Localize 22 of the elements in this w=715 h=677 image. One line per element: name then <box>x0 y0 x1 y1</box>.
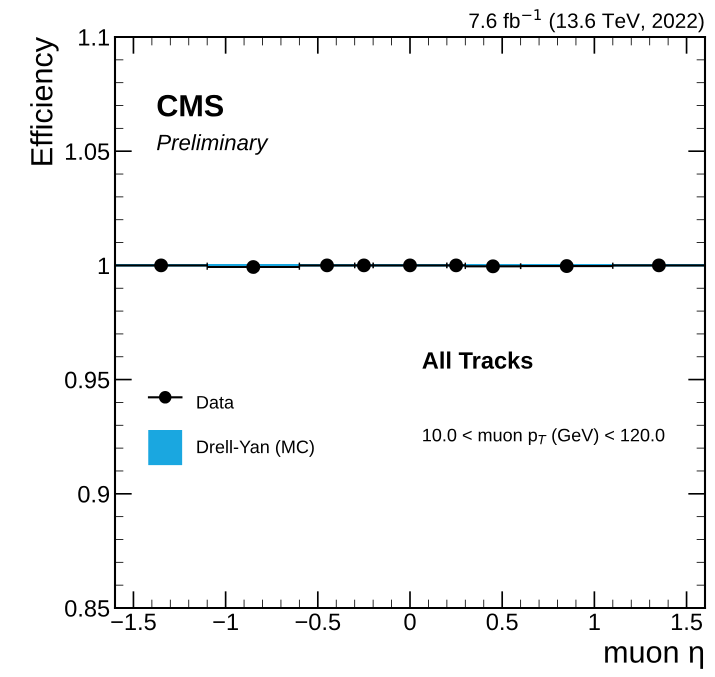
annotation: CMS <box>158 94 224 117</box>
y-tick-label: 0.9 <box>78 486 110 503</box>
text: 7.6 fb$^{−1}$ (13.6 TeV, 2022) <box>469 9 704 32</box>
y-tick-label: 1.1 <box>79 29 109 46</box>
y-tick-label: 1.05 <box>66 143 110 160</box>
x-tick-label: −0.5 <box>296 613 340 630</box>
x-tick-label: 1 <box>590 614 600 630</box>
x-tick-label: 0.5 <box>486 613 518 630</box>
legend-label: Drell-Yan (MC) <box>197 440 314 457</box>
y-tick-label: 0.85 <box>65 600 110 617</box>
x-tick-label: −1 <box>213 614 238 630</box>
annotation: All Tracks <box>422 351 532 369</box>
legend-label: Data <box>197 396 234 409</box>
y-axis-title: Efficiency <box>30 37 59 165</box>
annotation: 10.0 < muon p$_{T}$ (GeV) < 120.0 <box>423 428 664 446</box>
x-tick-label: 0 <box>404 613 416 630</box>
x-axis-title: muon η <box>605 646 704 669</box>
y-tick-label: 1 <box>98 258 109 274</box>
y-tick-label: 0.95 <box>65 372 110 388</box>
x-tick-label: 1.5 <box>672 614 702 630</box>
annotation: Preliminary <box>156 134 269 155</box>
x-tick-label: −1.5 <box>111 614 156 630</box>
